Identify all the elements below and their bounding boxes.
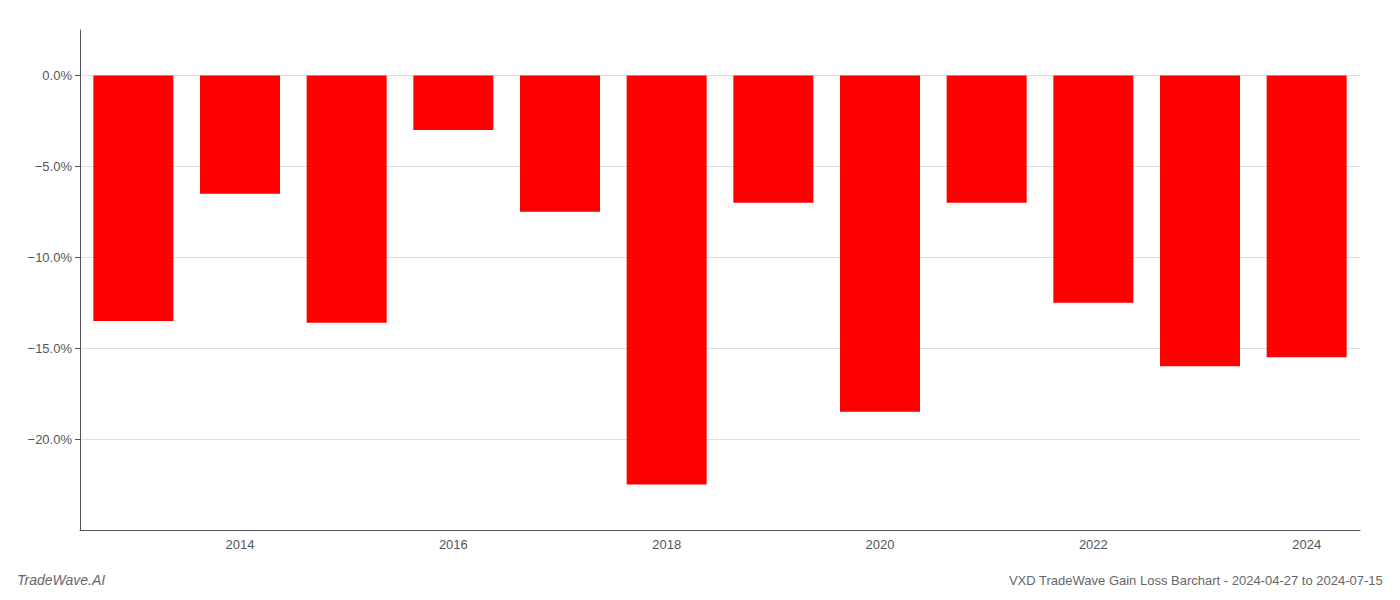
svg-text:2016: 2016 [439, 537, 468, 552]
svg-text:2024: 2024 [1292, 537, 1321, 552]
svg-text:−20.0%: −20.0% [28, 432, 73, 447]
svg-text:2020: 2020 [866, 537, 895, 552]
svg-text:−5.0%: −5.0% [35, 159, 73, 174]
svg-text:VXD TradeWave Gain Loss Barcha: VXD TradeWave Gain Loss Barchart - 2024-… [1009, 573, 1383, 588]
svg-text:0.0%: 0.0% [42, 68, 72, 83]
svg-text:2018: 2018 [652, 537, 681, 552]
svg-text:−15.0%: −15.0% [28, 341, 73, 356]
svg-text:TradeWave.AI: TradeWave.AI [17, 572, 105, 588]
svg-text:2022: 2022 [1079, 537, 1108, 552]
svg-text:−10.0%: −10.0% [28, 250, 73, 265]
svg-text:2014: 2014 [226, 537, 255, 552]
